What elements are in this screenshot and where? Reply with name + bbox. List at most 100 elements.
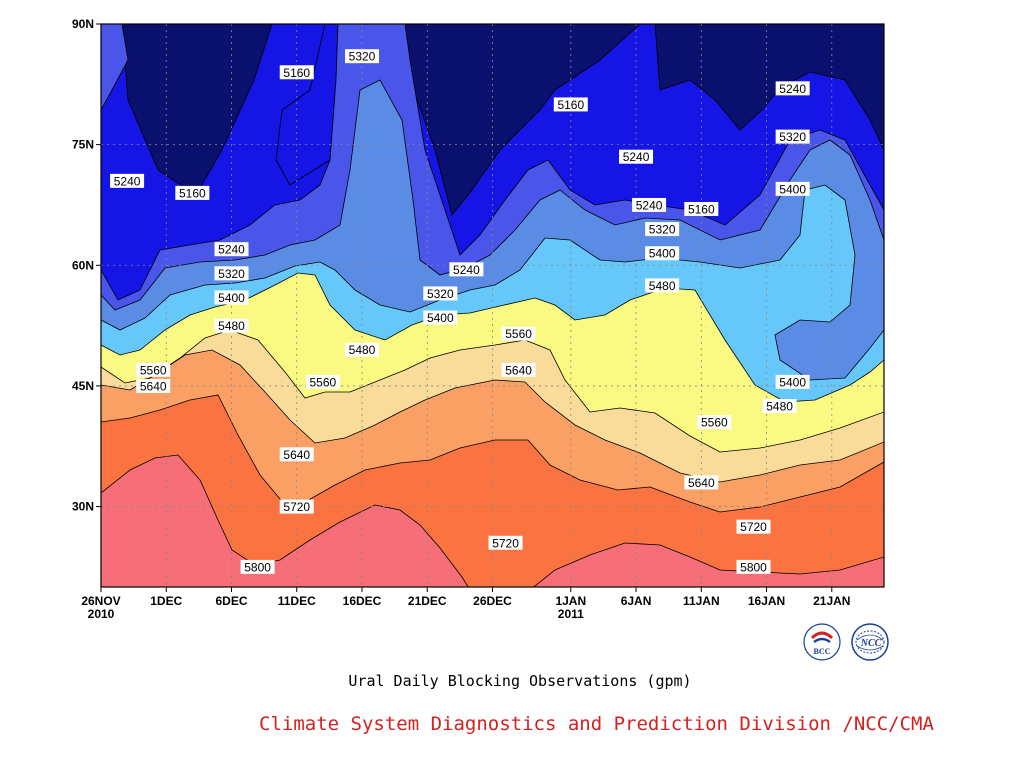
contour-label-text: 5400 <box>779 182 806 196</box>
contour-label: 5320 <box>645 222 680 237</box>
contour-label: 5720 <box>488 535 523 550</box>
contour-label: 5160 <box>279 65 314 80</box>
contour-label-text: 5480 <box>649 279 676 293</box>
y-tick-label: 90N <box>72 17 94 31</box>
ncc-logo-text: NCC <box>860 638 882 649</box>
contour-label-bg <box>632 197 667 212</box>
contour-label: 5240 <box>110 173 145 188</box>
contour-label-bg <box>775 181 810 196</box>
contour-label-bg <box>423 286 458 301</box>
x-tick-label: 26NOV <box>81 594 120 608</box>
contour-label-bg <box>697 415 732 430</box>
contour-label: 5240 <box>449 262 484 277</box>
contour-label-text: 5560 <box>140 363 167 377</box>
contour-label: 5160 <box>684 201 719 216</box>
contour-label-bg <box>136 378 171 393</box>
contour-label-bg <box>775 129 810 144</box>
contour-label-bg <box>488 535 523 550</box>
contour-label-bg <box>449 262 484 277</box>
x-tick-label: 11JAN <box>683 594 720 608</box>
x-tick-label: 1DEC <box>150 594 182 608</box>
contour-label-text: 5640 <box>283 448 310 462</box>
contour-label-bg <box>736 559 771 574</box>
contour-labels: 5240 5160 5160 5320 5240 5320 5400 5480 5560 5640… <box>110 49 810 574</box>
y-tick-label: 45N <box>72 379 94 393</box>
contour-label-bg <box>501 326 536 341</box>
contour-label-bg <box>775 374 810 389</box>
contour-label: 5800 <box>736 559 771 574</box>
contour-label-bg <box>762 399 797 414</box>
contour-label-text: 5320 <box>779 130 806 144</box>
y-tick-label: 60N <box>72 258 94 272</box>
contour-label-text: 5240 <box>218 243 245 257</box>
contour-label-text: 5400 <box>649 247 676 261</box>
contour-label-bg <box>345 342 379 357</box>
contour-label-text: 5560 <box>701 416 728 430</box>
contour-label-text: 5160 <box>688 202 715 216</box>
contour-label-bg <box>684 475 719 490</box>
contour-label: 5480 <box>345 342 379 357</box>
contour-label-text: 5320 <box>349 50 376 64</box>
contour-label-text: 5560 <box>505 327 532 341</box>
contour-label-text: 5320 <box>218 267 245 281</box>
contour-label-text: 5320 <box>427 287 454 301</box>
contour-label-bg <box>645 222 680 237</box>
x-tick-year: 2011 <box>558 607 584 621</box>
contour-label-text: 5800 <box>740 560 767 574</box>
contour-label: 5480 <box>645 278 680 293</box>
x-tick-label: 26DEC <box>473 594 512 608</box>
contour-label-bg <box>279 447 314 462</box>
contour-label-bg <box>279 499 314 514</box>
contour-label: 5800 <box>240 559 275 574</box>
bcc-logo-icon: BCC <box>803 623 841 661</box>
x-tick-label: 6DEC <box>215 594 247 608</box>
contour-label: 5240 <box>619 149 654 164</box>
x-tick-label: 21DEC <box>408 594 447 608</box>
contour-label: 5720 <box>736 519 771 534</box>
contour-label-bg <box>279 65 314 80</box>
contour-label-bg <box>240 559 275 574</box>
contour-label-bg <box>645 278 680 293</box>
gridlines <box>101 24 884 587</box>
x-tick-label: 1JAN <box>555 594 586 608</box>
contour-label-text: 5320 <box>649 223 676 237</box>
contour-label-text: 5160 <box>179 186 206 200</box>
contour-label-bg <box>136 362 171 377</box>
contour-label-text: 5800 <box>244 560 271 574</box>
contour-label: 5320 <box>775 129 810 144</box>
contour-label-bg <box>214 290 249 305</box>
contour-label-bg <box>645 246 680 261</box>
contour-label-bg <box>684 201 719 216</box>
contour-label-text: 5640 <box>140 379 167 393</box>
contour-label-bg <box>345 49 379 64</box>
contour-label: 5640 <box>684 475 719 490</box>
x-tick-label: 16DEC <box>343 594 382 608</box>
contour-label-bg <box>619 149 654 164</box>
plot-area: 5240 5160 5160 5320 5240 5320 5400 5480 5560 5640… <box>101 24 884 587</box>
contour-label: 5640 <box>279 447 314 462</box>
contour-label: 5400 <box>423 310 458 325</box>
contour-label-text: 5480 <box>349 343 376 357</box>
contour-label-bg <box>305 374 340 389</box>
contour-label-text: 5160 <box>557 98 584 112</box>
contour-label: 5400 <box>775 181 810 196</box>
contour-label: 5720 <box>279 499 314 514</box>
contour-label: 5160 <box>175 185 210 200</box>
contour-label-bg <box>110 173 145 188</box>
contour-label-bg <box>736 519 771 534</box>
y-tick-label: 30N <box>72 500 94 514</box>
x-tick-year: 2010 <box>88 607 115 621</box>
contour-label: 5640 <box>501 362 536 377</box>
credit-line: Climate System Diagnostics and Predictio… <box>259 713 934 735</box>
contour-label-text: 5400 <box>779 375 806 389</box>
contour-label: 5400 <box>775 374 810 389</box>
contour-label: 5560 <box>501 326 536 341</box>
contour-label: 5160 <box>553 97 588 112</box>
contour-label-text: 5240 <box>636 198 663 212</box>
contour-label-text: 5720 <box>492 536 519 550</box>
y-tick-label: 75N <box>72 138 94 152</box>
x-tick-label: 16JAN <box>748 594 785 608</box>
contour-label: 5560 <box>697 415 732 430</box>
contour-label-text: 5400 <box>218 291 245 305</box>
